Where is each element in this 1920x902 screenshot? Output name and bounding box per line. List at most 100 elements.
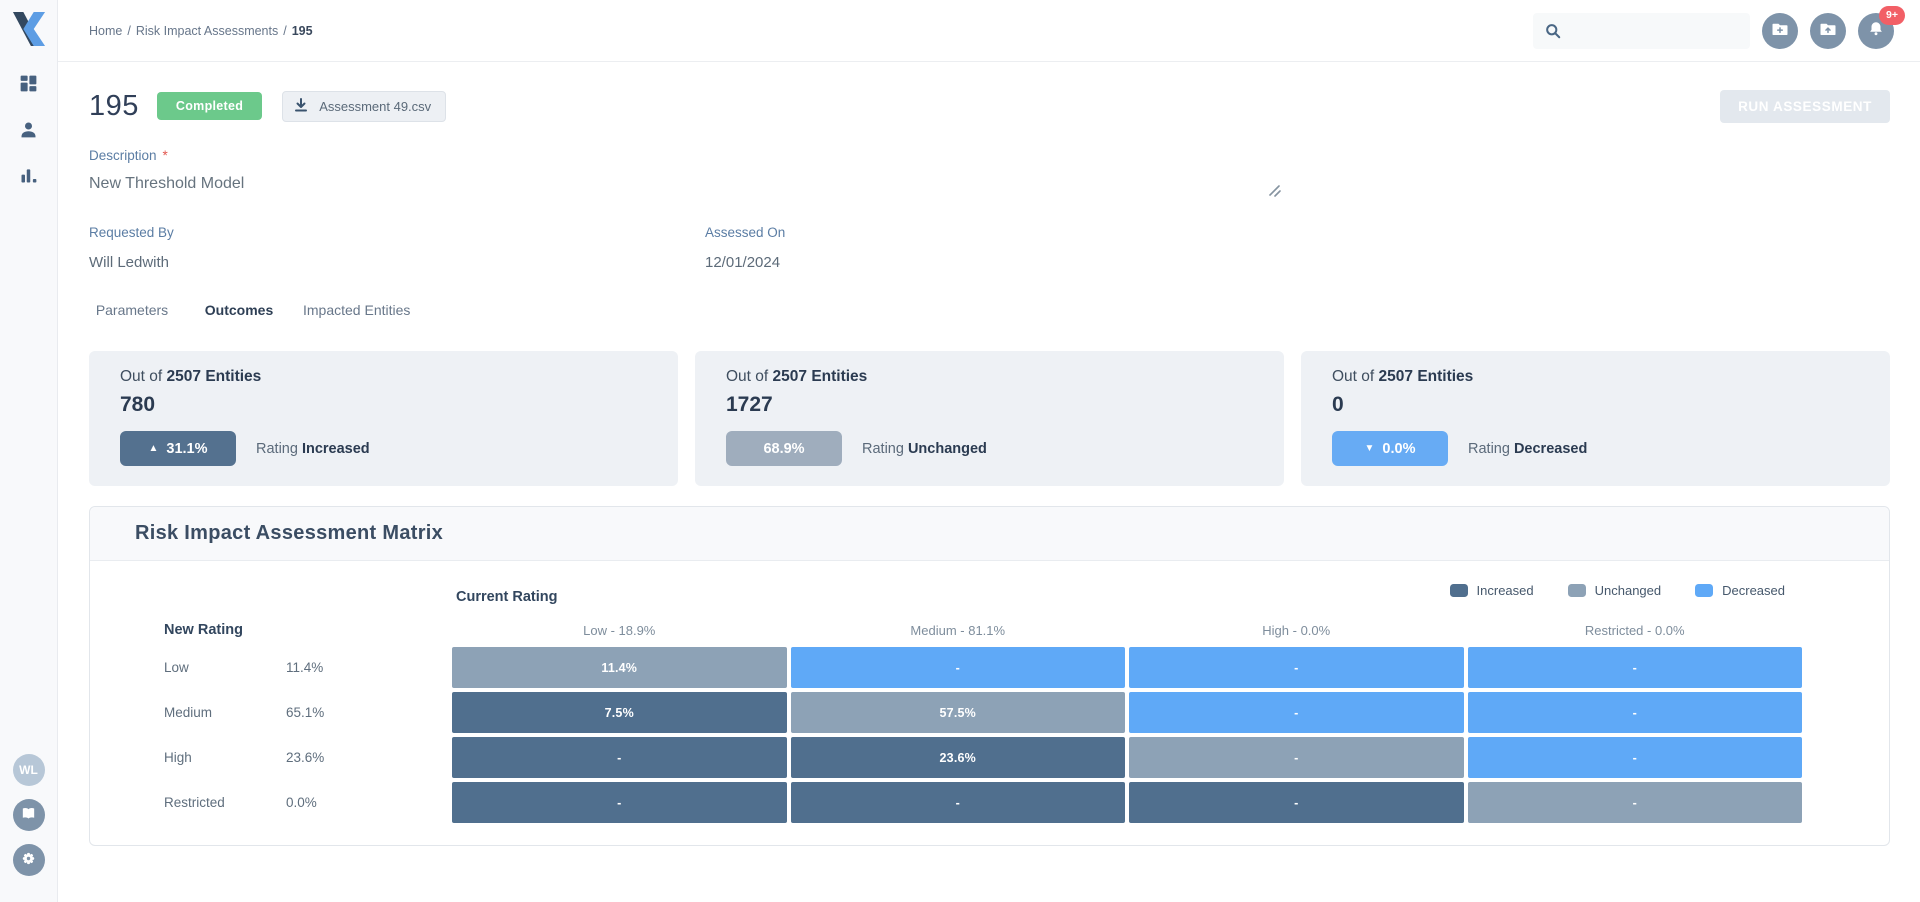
matrix-cell: - — [1129, 692, 1464, 733]
folder-upload-button[interactable] — [1810, 12, 1846, 49]
notification-badge: 9+ — [1879, 5, 1905, 25]
topbar: Home / Risk Impact Assessments / 195 — [58, 0, 1920, 62]
pill-value: 0.0% — [1382, 440, 1416, 457]
matrix-cell: 7.5% — [452, 692, 787, 733]
matrix-cell: - — [1129, 737, 1464, 778]
matrix-cell: - — [452, 737, 787, 778]
row-rating-percent: 11.4% — [286, 660, 324, 675]
matrix-cell: - — [790, 782, 1125, 823]
sidebar: WL — [0, 0, 58, 902]
attachment-label: Assessment 49.csv — [319, 98, 432, 114]
matrix-cell: - — [1129, 647, 1464, 688]
description-value[interactable]: New Threshold Model — [89, 175, 245, 192]
page-title: 195 — [89, 89, 139, 122]
folder-plus-icon — [1771, 20, 1789, 41]
tab-impacted-entities[interactable]: Impacted Entities — [303, 302, 410, 318]
matrix-cell: - — [1467, 692, 1802, 733]
row-rating-percent: 23.6% — [286, 750, 325, 765]
docs-button[interactable] — [12, 799, 45, 831]
arrow-down-icon: ▼ — [1364, 443, 1375, 454]
folder-add-button[interactable] — [1762, 12, 1798, 49]
legend-swatch-decreased — [1695, 584, 1714, 597]
matrix-row-label: Low 11.4% — [164, 647, 448, 688]
dashboard-icon — [18, 73, 39, 97]
stat-cards: Out of 2507 Entities 780 ▲ 31.1% Rating I… — [89, 351, 1890, 486]
avatar[interactable]: WL — [12, 754, 45, 786]
row-rating-name: High — [164, 750, 192, 765]
requested-by-field: Requested By Will Ledwith — [89, 225, 705, 271]
percent-pill-unchanged: 68.9% — [726, 431, 842, 466]
legend-swatch-increased — [1449, 584, 1468, 597]
row-rating-percent: 0.0% — [286, 795, 317, 810]
requested-by-label: Requested By — [89, 225, 174, 240]
bell-icon — [1867, 20, 1885, 41]
pill-value: 31.1% — [166, 440, 208, 457]
description-label-row: Description * — [89, 147, 168, 165]
legend-label: Increased — [1476, 583, 1534, 598]
card-total: 2507 Entities — [772, 368, 868, 385]
requested-by-value: Will Ledwith — [89, 254, 170, 271]
matrix-row-label: Restricted 0.0% — [164, 782, 448, 823]
settings-button[interactable] — [12, 844, 45, 876]
row-rating-name: Medium — [164, 705, 213, 720]
download-icon — [293, 97, 309, 116]
matrix-column-header: Low - 18.9% — [583, 622, 656, 638]
attachment-download-button[interactable]: Assessment 49.csv — [282, 90, 447, 122]
risk-matrix-card: Risk Impact Assessment Matrix Increased … — [89, 506, 1890, 846]
main-content: 195 Completed Assessment 49.csv RUN ASSE… — [58, 62, 1920, 902]
tab-parameters[interactable]: Parameters — [89, 302, 175, 318]
tab-label: Outcomes — [204, 302, 274, 318]
pill-value: 68.9% — [763, 440, 805, 457]
search-input[interactable] — [1533, 12, 1750, 49]
assessed-on-field: Assessed On 12/01/2024 — [705, 225, 785, 271]
assessed-on-value: 12/01/2024 — [705, 254, 781, 271]
percent-pill-decreased: ▼ 0.0% — [1332, 431, 1448, 466]
rating-label: Rating — [862, 440, 904, 457]
description-field[interactable]: New Threshold Model — [89, 175, 1281, 197]
card-count: 0 — [1332, 393, 1344, 416]
percent-pill-increased: ▲ 31.1% — [120, 431, 236, 466]
card-count: 780 — [120, 393, 156, 416]
card-prefix: Out of — [1332, 368, 1375, 385]
matrix-column-header: Medium - 81.1% — [910, 622, 1006, 638]
x-axis-title: Current Rating — [456, 589, 558, 605]
y-axis-title: New Rating — [164, 622, 243, 638]
search-box — [1533, 12, 1750, 49]
topbar-actions: 9+ — [1533, 5, 1905, 49]
breadcrumb-current: 195 — [291, 23, 313, 38]
matrix-body: Increased Unchanged Decreased Current Ra… — [90, 561, 1889, 846]
user-icon — [18, 119, 39, 143]
breadcrumb-home[interactable]: Home — [89, 23, 123, 38]
matrix-cell: 57.5% — [790, 692, 1125, 733]
rating-label: Rating — [256, 440, 298, 457]
legend-item-increased: Increased — [1449, 583, 1534, 598]
sidebar-item-analytics[interactable] — [9, 164, 49, 190]
sidebar-item-users[interactable] — [9, 118, 49, 144]
card-total: 2507 Entities — [166, 368, 262, 385]
matrix-cell: - — [452, 782, 787, 823]
matrix-column-header: Restricted - 0.0% — [1584, 622, 1685, 638]
card-prefix: Out of — [120, 368, 163, 385]
legend-swatch-unchanged — [1567, 584, 1586, 597]
matrix-row-label: Medium 65.1% — [164, 692, 448, 733]
status-badge: Completed — [156, 92, 263, 120]
tab-label: Impacted Entities — [303, 302, 411, 318]
matrix-cell: - — [1467, 647, 1802, 688]
breadcrumb-section[interactable]: Risk Impact Assessments — [135, 23, 279, 38]
avatar-initials: WL — [19, 763, 38, 777]
matrix-cell: 11.4% — [452, 647, 787, 688]
run-assessment-button[interactable]: RUN ASSESSMENT — [1720, 89, 1890, 123]
app-logo-icon[interactable] — [10, 12, 48, 46]
sidebar-item-dashboard[interactable] — [9, 72, 49, 98]
tab-label: Parameters — [95, 302, 169, 318]
stat-card-unchanged: Out of 2507 Entities 1727 68.9% Rating U… — [695, 351, 1284, 486]
tab-outcomes[interactable]: Outcomes — [196, 302, 282, 318]
stat-card-increased: Out of 2507 Entities 780 ▲ 31.1% Rating I… — [89, 351, 678, 486]
search-icon — [1543, 21, 1563, 46]
matrix-row-label: High 23.6% — [164, 737, 448, 778]
notifications-button[interactable]: 9+ — [1858, 5, 1905, 49]
resize-handle-icon[interactable] — [1268, 184, 1281, 197]
rating-value: Increased — [301, 440, 370, 457]
rating-label: Rating — [1468, 440, 1510, 457]
breadcrumb-separator: / — [283, 23, 287, 38]
